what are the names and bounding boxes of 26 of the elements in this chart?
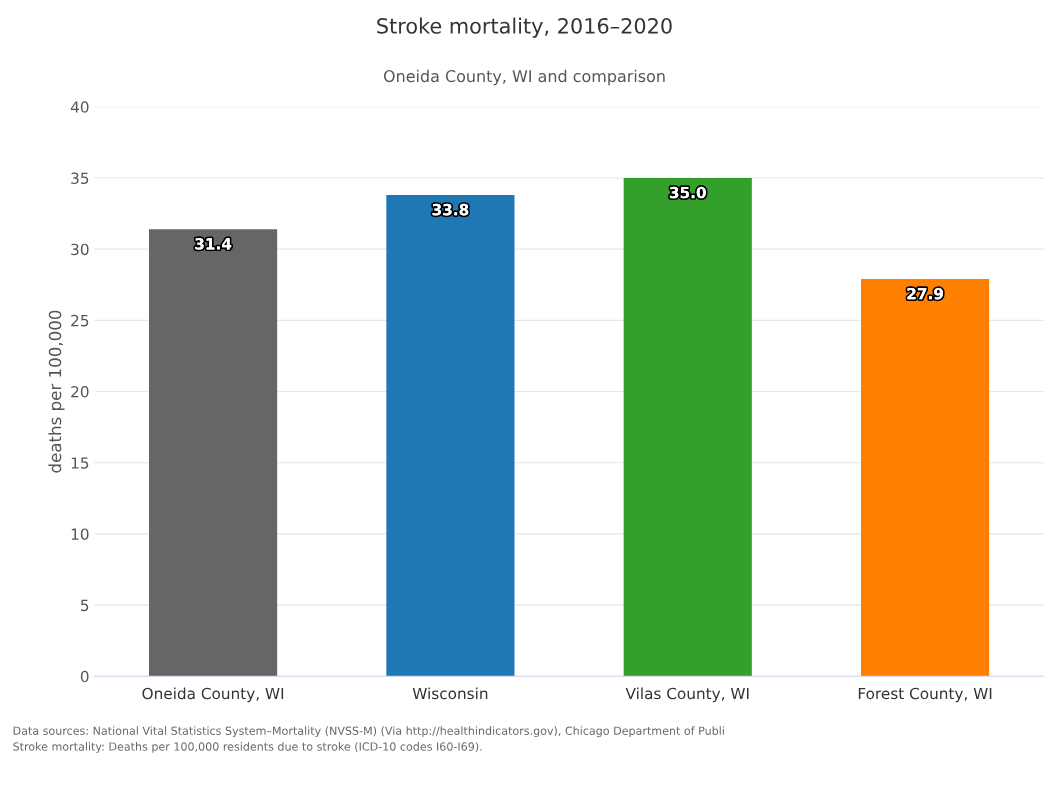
y-tick-label: 10 — [71, 528, 89, 540]
y-tick-label: 0 — [80, 670, 89, 683]
x-tick-label: Wisconsin — [412, 687, 488, 700]
bar — [623, 177, 752, 677]
bar — [149, 229, 278, 677]
y-tick-label: 35 — [71, 172, 89, 184]
text: Data sources: National Vital Statistics System–Mortality (NVSS-M) (Via http://healthindicators.gov), Chicago Department of Publi — [13, 726, 724, 738]
chart-subtitle: Oneida County, WI and comparison — [383, 69, 665, 86]
data-label: 31.4 — [195, 238, 232, 250]
bar — [386, 195, 515, 677]
y-tick-label: 30 — [71, 243, 89, 256]
y-tick-label: 5 — [81, 599, 89, 612]
x-tick-label: Forest County, WI — [858, 687, 992, 703]
y-axis-title: deaths per 100,000 — [48, 310, 65, 473]
y-tick-label: 25 — [71, 314, 89, 327]
text: Stroke mortality: Deaths per 100,000 residents due to stroke (ICD-10 codes I60-I69). — [13, 742, 482, 753]
y-tick-label: 15 — [71, 457, 89, 469]
data-label: 33.8 — [432, 203, 469, 216]
x-tick-label: Oneida County, WI — [142, 687, 284, 703]
y-tick-label: 20 — [71, 386, 89, 398]
data-label: 35.0 — [669, 186, 706, 199]
data-label: 27.9 — [907, 287, 943, 300]
chart-title: Stroke mortality, 2016–2020 — [377, 17, 672, 38]
x-tick-label: Vilas County, WI — [625, 687, 749, 703]
bar — [861, 279, 990, 677]
y-tick-label: 40 — [70, 101, 89, 113]
